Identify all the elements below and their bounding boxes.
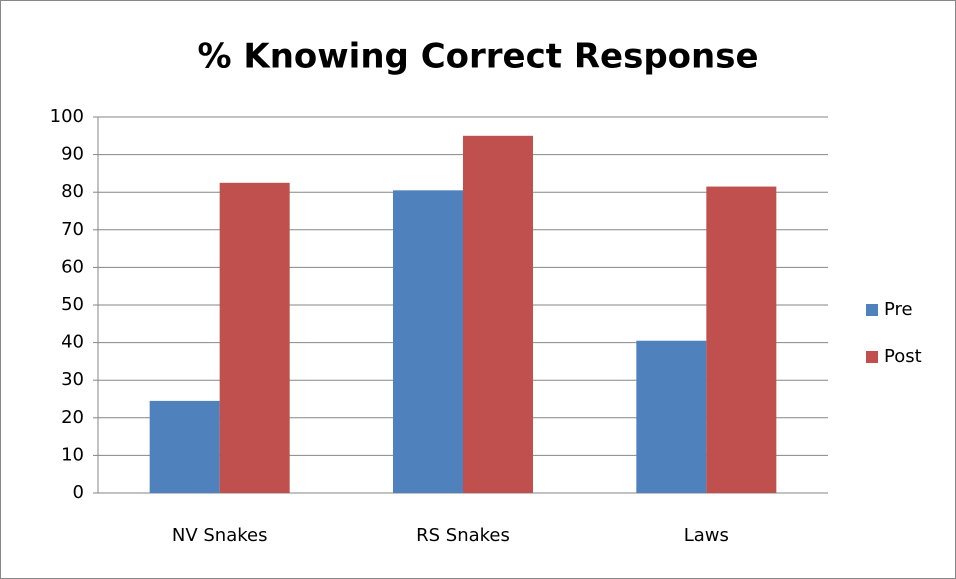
bar (463, 135, 533, 494)
y-tick-label: 70 (61, 219, 84, 240)
bar (149, 400, 220, 493)
y-tick-label: 40 (61, 332, 84, 353)
y-tick-label: 20 (61, 407, 84, 428)
y-tick-label: 90 (61, 144, 84, 165)
legend-label: Post (884, 346, 922, 367)
y-tick-label: 100 (50, 106, 84, 127)
y-tick-label: 60 (61, 256, 84, 277)
chart-title: % Knowing Correct Response (197, 37, 758, 77)
x-tick-label: NV Snakes (172, 525, 268, 546)
y-tick-label: 0 (73, 482, 84, 503)
bar (393, 190, 463, 493)
bar (219, 182, 290, 494)
bar (706, 186, 777, 493)
y-tick-label: 30 (61, 369, 84, 390)
legend-label: Pre (884, 299, 913, 320)
x-tick-label: Laws (684, 525, 729, 546)
legend-swatch (866, 351, 878, 363)
y-tick-label: 10 (61, 444, 84, 465)
legend-swatch (866, 304, 878, 316)
y-tick-label: 80 (61, 181, 84, 202)
bar (636, 340, 707, 493)
y-tick-label: 50 (61, 294, 84, 315)
x-tick-label: RS Snakes (416, 525, 510, 546)
